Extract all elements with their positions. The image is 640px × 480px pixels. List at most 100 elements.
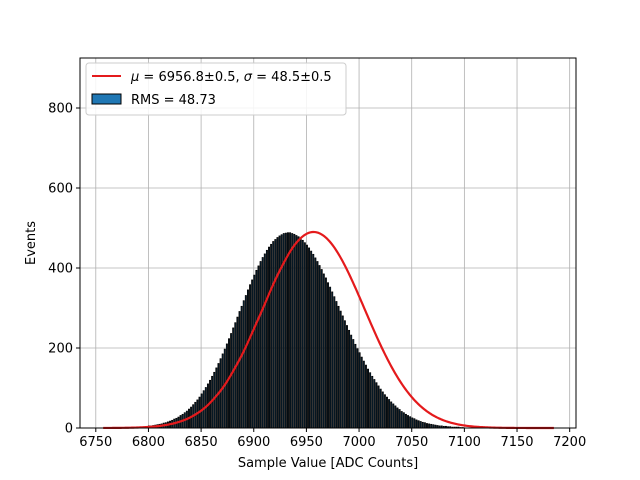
histogram-bar	[354, 343, 357, 429]
histogram-bar	[417, 420, 420, 429]
histogram-bar	[221, 353, 224, 429]
histogram-bar	[225, 343, 228, 429]
x-tick-label: 6950	[290, 435, 323, 450]
histogram-bar	[402, 412, 405, 429]
histogram-bar	[335, 301, 338, 429]
histogram-bar	[341, 315, 344, 429]
legend-hist-swatch	[91, 93, 122, 105]
y-tick-label: 200	[48, 342, 73, 357]
histogram-bar	[301, 239, 304, 429]
histogram-bar	[329, 286, 332, 429]
histogram-bar	[362, 360, 365, 429]
histogram-bar	[375, 382, 378, 429]
histogram-bar	[337, 305, 340, 429]
histogram-bar	[369, 372, 372, 429]
histogram-bar	[255, 269, 258, 429]
histogram-bar	[314, 257, 317, 429]
histogram-bar	[284, 232, 287, 429]
histogram-bar	[409, 416, 412, 429]
x-tick-label: 7150	[500, 435, 533, 450]
gaussian-fit	[103, 230, 554, 430]
histogram-bar	[322, 273, 325, 429]
histogram-bar	[293, 233, 296, 429]
histogram-bar	[390, 401, 393, 429]
histogram-bar	[428, 423, 431, 429]
histogram-bar	[331, 291, 334, 429]
histogram-bar	[327, 282, 329, 429]
histogram-bar	[360, 356, 363, 429]
histogram-bar	[400, 411, 403, 429]
histogram-bar	[242, 300, 245, 429]
histogram-bar	[423, 422, 426, 429]
y-tick-label: 400	[48, 262, 73, 277]
histogram-bar	[278, 235, 281, 429]
histogram-bar	[343, 320, 346, 429]
histogram-bar	[383, 394, 386, 429]
plot-frame	[79, 57, 577, 429]
histogram-bar	[312, 253, 315, 429]
histogram-bar	[348, 329, 351, 429]
y-tick-label: 600	[48, 182, 73, 197]
histogram-bar	[316, 261, 319, 429]
x-tick-label: 7050	[395, 435, 428, 450]
x-axis-label: Sample Value [ADC Counts]	[238, 456, 418, 471]
histogram-bar	[373, 379, 376, 429]
histogram-bar	[426, 423, 428, 429]
histogram-bar	[274, 239, 277, 429]
histogram-bar	[333, 296, 336, 429]
histogram-bar	[287, 232, 289, 429]
histogram-bar	[415, 419, 418, 429]
histogram-bar	[381, 391, 384, 429]
histogram-bar	[356, 348, 359, 429]
histogram-bar	[238, 311, 241, 429]
histogram-bar	[392, 403, 395, 429]
x-axis-ticks: 6750 6800 6850 6900 6950 7000 7050 7100 7150 7200	[79, 428, 586, 450]
histogram-bar	[379, 388, 382, 429]
histogram-bar	[257, 265, 260, 429]
histogram-bar	[364, 364, 367, 429]
histogram-bar	[219, 358, 222, 429]
histogram-bar	[270, 243, 273, 429]
histogram-bar	[398, 409, 401, 429]
histogram-bar	[394, 405, 397, 429]
histogram-bar	[404, 413, 407, 429]
x-tick-label: 7200	[553, 435, 586, 450]
legend: μ = 6956.8±0.5, σ = 48.5±0.5 RMS = 48.73	[85, 62, 347, 116]
histogram-bar	[377, 385, 380, 429]
histogram-bar	[217, 363, 220, 429]
histogram-bar	[295, 235, 298, 429]
histogram-bar	[228, 338, 230, 429]
histogram-bar	[303, 242, 306, 429]
y-axis-label: Events	[24, 221, 39, 265]
histogram-bar	[244, 295, 247, 429]
histogram-bar	[240, 305, 243, 429]
legend-fit-label: μ = 6956.8±0.5, σ = 48.5±0.5	[130, 70, 332, 85]
histogram-bar	[265, 249, 268, 429]
x-tick-label: 7100	[448, 435, 481, 450]
histogram-bar	[320, 269, 323, 429]
histogram-bar	[276, 237, 279, 429]
histogram-bar	[396, 407, 399, 429]
histogram-bar	[318, 265, 321, 429]
histogram-bar	[291, 233, 294, 429]
histogram-bar	[419, 421, 422, 429]
histogram-bar	[345, 325, 348, 429]
histogram-bar	[263, 253, 266, 429]
histogram-bar	[350, 334, 353, 429]
x-tick-label: 6900	[237, 435, 270, 450]
histogram-bar	[297, 236, 300, 429]
histogram-bar	[411, 417, 414, 429]
histogram-bar	[308, 247, 311, 429]
x-tick-label: 6850	[185, 435, 218, 450]
histogram-bar	[223, 348, 226, 429]
histogram-bar	[388, 399, 391, 429]
histogram-bar	[367, 368, 369, 429]
histogram-bar	[259, 261, 262, 429]
histogram-bar	[430, 423, 433, 429]
histogram-bars	[148, 232, 464, 429]
histogram-bar	[305, 244, 308, 429]
histogram-bar	[358, 352, 361, 429]
histogram-bar	[324, 277, 327, 429]
histogram-bar	[352, 339, 355, 429]
